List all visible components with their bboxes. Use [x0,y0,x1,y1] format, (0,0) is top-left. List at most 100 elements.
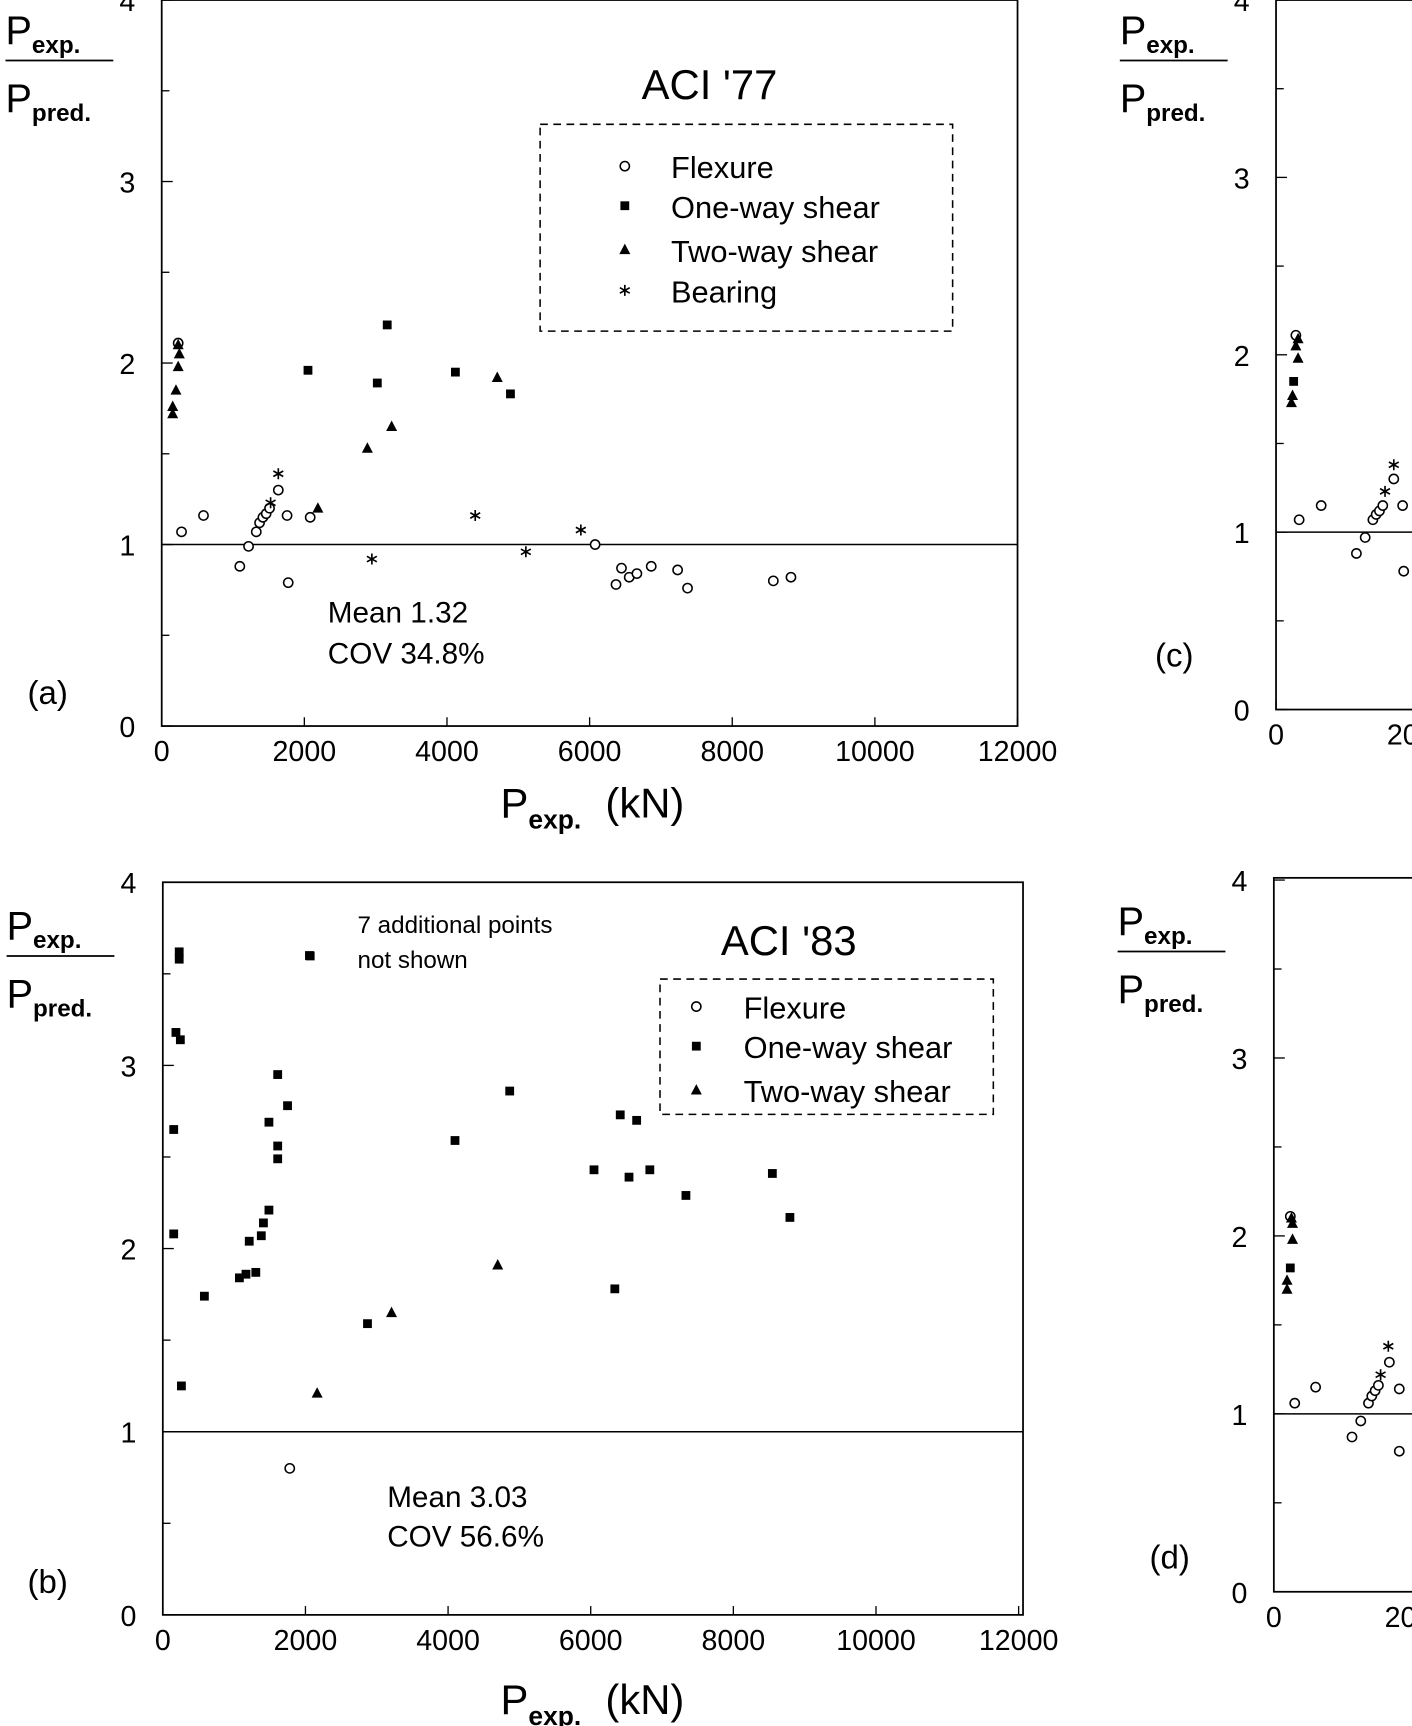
data-point [198,510,209,521]
data-point [632,1115,642,1125]
data-point [1355,1415,1367,1427]
legend-entry: One-way shear [671,190,880,225]
data-point [264,1205,274,1215]
y-tick-label: 1 [1232,1400,1248,1432]
xlabel-sub: exp. [528,804,581,834]
legend-box [659,978,995,1116]
data-point [1393,1383,1405,1395]
x-tick-label: 0 [1268,720,1284,752]
y-tick-label: 2 [119,349,135,381]
mean-label: Mean 1.32 [328,597,468,630]
data-point [682,582,693,594]
series-one-way-shear [303,320,515,399]
data-point [386,420,398,431]
data-point [283,1101,292,1111]
data-point [251,1267,261,1277]
data-point [174,954,184,964]
data-point [265,497,276,509]
legend-marker-open-circle [690,1001,702,1012]
data-point [492,1258,504,1270]
y-tick-label: 2 [120,1235,136,1267]
data-point [170,384,182,395]
x-axis-label: Pexp. (kN) [501,779,685,834]
legend-marker-filled-square [620,201,630,211]
panel-label: (c) [1155,637,1193,674]
data-point [1285,1263,1295,1273]
data-point [615,1110,625,1120]
ylabel-sub: exp. [33,927,81,954]
chart-title: ACI '83 [721,917,857,964]
plot-frame [160,0,1019,727]
x-tick-label: 2000 [1387,720,1412,752]
data-point [520,546,532,558]
legend-box [539,123,954,332]
x-tick-label: 2000 [1385,1602,1412,1634]
ylabel-main: P [6,9,32,53]
data-point [304,511,316,523]
ylabel-sub: pred. [33,995,92,1022]
cov-label: COV 34.8% [328,637,485,670]
data-point [169,1229,179,1239]
legend-marker-filled-square [691,1041,701,1051]
legend-entry: One-way shear [744,1030,953,1065]
ylabel-sub: exp. [32,32,80,59]
data-point [386,1306,398,1318]
data-point [575,524,587,536]
data-point [1293,514,1305,526]
data-point [672,564,684,576]
data-point [610,579,622,590]
legend-entry: Two-way shear [671,234,878,269]
data-point [785,571,797,583]
x-tick-label: 4000 [416,1625,480,1657]
data-point [1346,1431,1358,1443]
annotation-text: not shown [358,947,468,974]
y-tick-label: 1 [119,531,135,563]
ylabel-main: P [1120,77,1146,121]
x-tick-label: 6000 [559,1625,623,1657]
y-axis-label-denominator: Ppred. [1118,968,1204,1018]
data-point [173,347,185,359]
y-tick-label: 0 [1234,696,1250,728]
data-point [167,400,179,411]
legend: Flexure One-way shear Two-way shear [659,978,995,1116]
data-point [624,1172,634,1182]
data-point [505,1086,515,1096]
data-point [1289,376,1299,386]
series-flexure [284,1462,296,1474]
data-point [1375,1369,1386,1381]
data-point [273,1154,283,1164]
series-asterisk [1379,459,1400,497]
data-point [305,951,314,960]
x-tick-label: 12000 [979,1625,1059,1657]
series-open-circle [1284,1210,1405,1457]
ylabel-main: P [1118,968,1144,1012]
series-flexure [172,337,797,594]
data-point [264,1117,274,1127]
data-point [172,338,184,350]
data-point [176,526,187,538]
data-point [250,526,262,538]
panel-d: 0123402000Pexp.Ppred.(d) [1117,866,1412,1634]
data-point [1287,389,1299,400]
y-tick-label: 0 [1232,1578,1248,1610]
data-point [506,389,515,399]
x-tick-label: 8000 [702,1625,766,1657]
y-tick-label: 0 [120,1601,136,1633]
data-point [259,1218,268,1228]
data-point [1359,532,1371,543]
data-point [243,540,254,552]
data-point [1281,1274,1293,1285]
data-point [272,468,284,480]
y-tick-label: 3 [1234,163,1250,195]
cov-label: COV 56.6% [387,1521,544,1554]
ylabel-main: P [7,904,33,948]
y-tick-label: 1 [120,1418,136,1450]
y-axis-label-numerator: Pexp. [6,9,81,59]
y-tick-label: 2 [1232,1222,1248,1254]
data-point [284,1462,296,1474]
data-point [1287,1233,1299,1244]
y-axis-label-numerator: Pexp. [1118,900,1193,950]
legend-entry: Flexure [671,150,774,185]
